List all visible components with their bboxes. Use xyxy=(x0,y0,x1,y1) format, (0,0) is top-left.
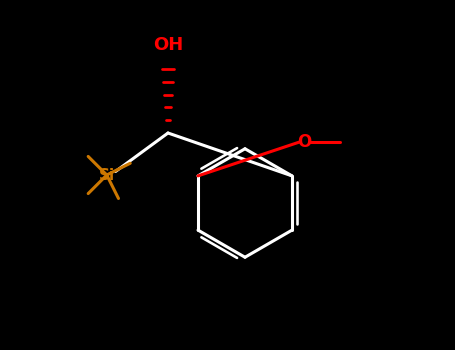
Text: O: O xyxy=(298,133,312,151)
Text: OH: OH xyxy=(153,36,183,54)
Text: Si: Si xyxy=(99,168,115,182)
